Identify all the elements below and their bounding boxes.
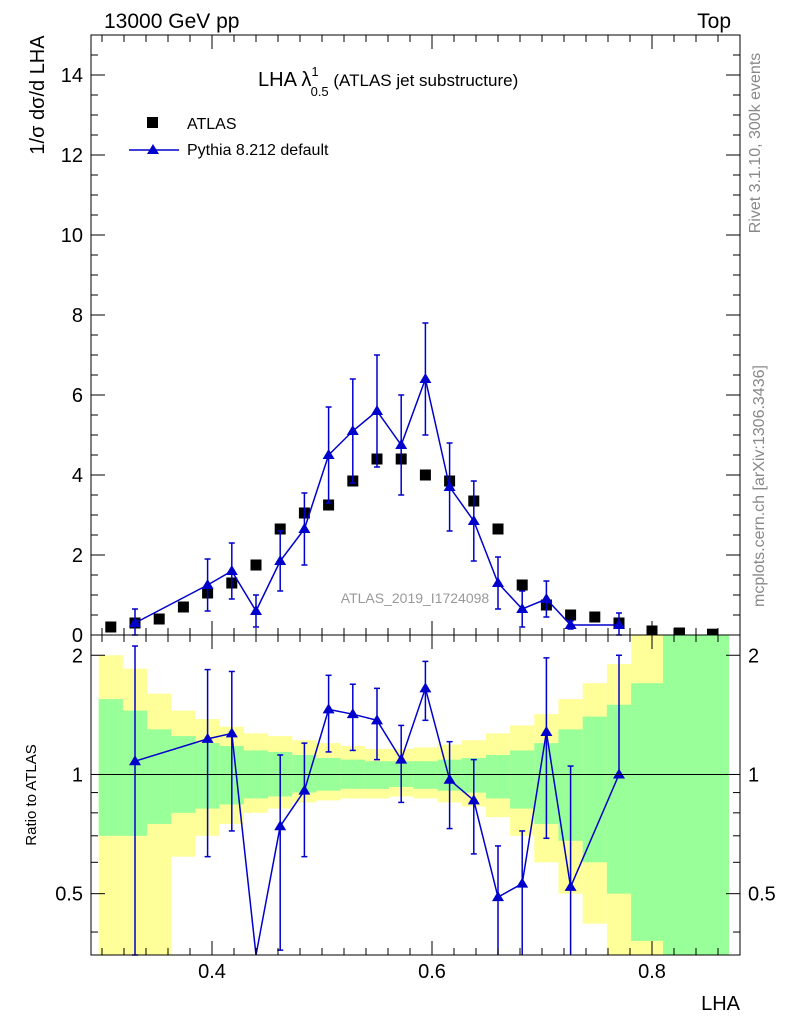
uncertainty-band-green: [663, 635, 696, 955]
ratio-pythia-point: [564, 880, 577, 891]
legend-label-atlas: ATLAS: [187, 116, 237, 133]
atlas-point: [589, 611, 601, 623]
pythia-point: [298, 523, 311, 533]
side-text-bottom: mcplots.cern.ch [arXiv:1306.3436]: [751, 365, 768, 607]
uncertainty-band-green: [485, 754, 511, 799]
pythia-point: [443, 481, 456, 491]
ratio-y-tick-label-right: 2: [748, 645, 759, 667]
pythia-line: [134, 376, 619, 626]
atlas-point: [565, 609, 577, 621]
ratio-y-tick-label-right: 1: [748, 764, 759, 786]
ratio-pythia-point: [201, 732, 214, 743]
uncertainty-band-green: [510, 750, 535, 809]
y-tick-label: 6: [72, 385, 83, 407]
pythia-point: [467, 515, 480, 525]
atlas-point: [419, 469, 431, 481]
legend-marker-atlas: [147, 117, 158, 128]
pythia-point: [395, 439, 408, 449]
y-tick-label: 0: [72, 625, 83, 647]
atlas-point: [707, 628, 718, 640]
ratio-pythia-point: [274, 820, 287, 831]
pythia-point: [346, 425, 359, 435]
analysis-watermark: ATLAS_2019_I1724098: [341, 590, 490, 606]
atlas-point: [105, 621, 117, 633]
atlas-point: [323, 499, 335, 511]
x-tick-label: 0.4: [198, 961, 226, 983]
legend-label-pythia: Pythia 8.212 default: [187, 142, 329, 159]
x-tick-label: 0.6: [418, 961, 446, 983]
x-tick-label: 0.8: [638, 961, 666, 983]
ratio-pythia-point: [443, 773, 456, 784]
ratio-y-axis-label-text: Ratio to ATLAS: [23, 744, 40, 845]
ratio-y-tick-label: 2: [72, 645, 83, 667]
plot-title: LHA λ1 0.5 (ATLAS jet substructure): [258, 64, 518, 99]
pythia-point: [516, 603, 529, 613]
pythia-point: [564, 619, 577, 629]
main-plot-panel: 0 2 4 6 8 10 12 14 LHA λ1 0.5 (ATLAS jet substru…: [27, 34, 741, 647]
atlas-point: [516, 579, 528, 591]
pythia-point: [371, 405, 383, 415]
y-tick-label: 8: [72, 305, 83, 327]
uncertainty-band-green: [631, 683, 663, 941]
atlas-point: [274, 523, 286, 535]
pythia-point: [540, 593, 553, 603]
uncertainty-band-green: [98, 699, 123, 836]
uncertainty-band-green: [696, 635, 729, 955]
legend: ATLAS Pythia 8.212 default: [129, 116, 329, 159]
pythia-point: [419, 373, 432, 383]
atlas-point: [492, 523, 504, 535]
ratio-pythia-point: [371, 714, 383, 725]
ratio-pythia-point: [298, 784, 311, 795]
uncertainty-band-green: [147, 729, 172, 824]
side-text-top: Rivet 3.1.10, 300k events: [747, 53, 764, 234]
ratio-pythia-point: [613, 768, 625, 779]
pythia-point: [225, 565, 238, 575]
ratio-pythia-point: [516, 877, 529, 888]
ratio-pythia-point: [395, 753, 408, 764]
ratio-plot-frame: [90, 634, 741, 956]
pythia-point: [274, 555, 287, 565]
ratio-pythia-point: [492, 891, 504, 902]
ratio-pythia-point: [419, 682, 432, 693]
uncertainty-band-green: [413, 761, 438, 789]
x-axis-label: LHA: [701, 993, 741, 1015]
ratio-pythia-point: [225, 727, 238, 738]
pythia-point: [201, 579, 214, 589]
header-right: Top: [697, 10, 731, 33]
pythia-point: [129, 617, 141, 627]
y-tick-label: 12: [61, 145, 83, 167]
uncertainty-band-green: [582, 716, 607, 863]
y-tick-label: 4: [72, 465, 83, 487]
y-axis-label-text: 1/σ dσ/d LHA: [27, 35, 49, 155]
uncertainty-band-green: [364, 761, 390, 789]
pythia-point: [492, 577, 504, 587]
ratio-y-tick-label: 0.5: [55, 884, 83, 906]
header-left: 13000 GeV pp: [104, 10, 239, 33]
atlas-point: [177, 601, 189, 613]
ratio-pythia-point: [467, 794, 480, 805]
ratio-pythia-point: [129, 755, 141, 766]
y-axis-label: 1/σ dσ/d LHA: [27, 35, 49, 155]
y-tick-label: 14: [61, 65, 83, 87]
atlas-point: [153, 613, 165, 625]
ratio-pythia-point: [322, 703, 335, 714]
atlas-point: [250, 559, 262, 571]
ratio-y-tick-label: 1: [72, 764, 83, 786]
pythia-point: [322, 449, 335, 459]
legend-marker-pythia: [147, 144, 159, 154]
pythia-point: [613, 619, 625, 629]
atlas-point: [674, 627, 685, 639]
ratio-pythia-line: [134, 685, 620, 956]
ratio-plot-panel: 0.5 0.5 1 1 2 2 0.4 0.6 0.8 Ratio to ATLAS LHA: [23, 634, 776, 1015]
ratio-pythia-point: [346, 708, 359, 719]
y-tick-label: 2: [72, 545, 83, 567]
pythia-point: [250, 605, 262, 615]
ratio-y-axis-label: Ratio to ATLAS: [23, 744, 40, 845]
ratio-pythia-point: [540, 726, 553, 737]
ratio-y-tick-label-right: 0.5: [748, 884, 776, 906]
y-tick-label: 10: [61, 225, 83, 247]
